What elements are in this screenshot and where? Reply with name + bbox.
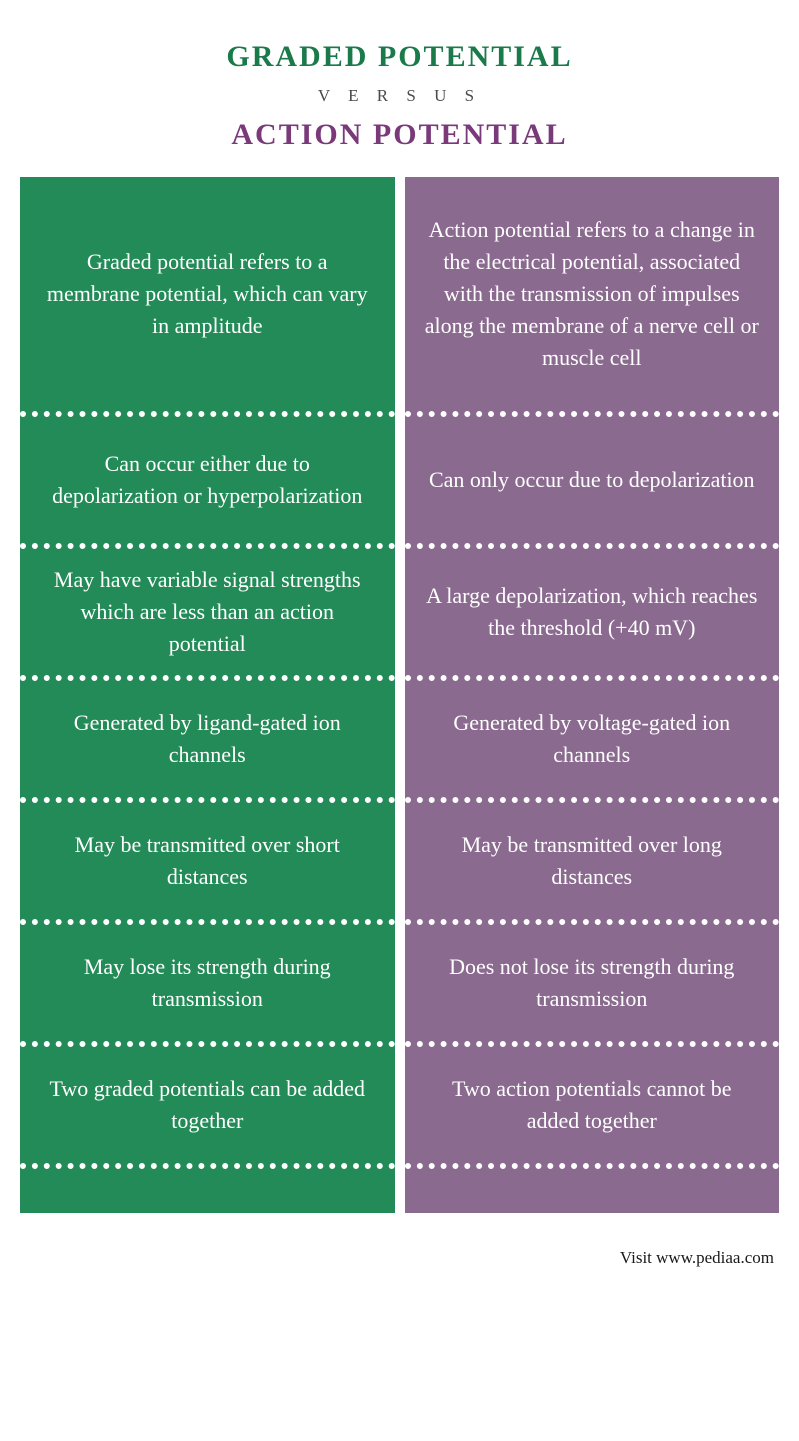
infographic-container: GRADED POTENTIAL V E R S U S ACTION POTE… (0, 0, 799, 1233)
versus-label: V E R S U S (20, 86, 779, 106)
cell-right-0: Action potential refers to a change in t… (405, 177, 780, 417)
cell-right-pad (405, 1169, 780, 1213)
comparison-table: Graded potential refers to a membrane po… (20, 177, 779, 1213)
cell-right-2: A large depolarization, which reaches th… (405, 549, 780, 681)
footer-credit: Visit www.pediaa.com (0, 1233, 799, 1293)
cell-left-5: May lose its strength during transmissio… (20, 925, 395, 1047)
cell-right-4: May be transmitted over long distances (405, 803, 780, 925)
title-graded: GRADED POTENTIAL (20, 40, 779, 74)
cell-left-pad (20, 1169, 395, 1213)
title-action: ACTION POTENTIAL (20, 118, 779, 152)
cell-left-2: May have variable signal strengths which… (20, 549, 395, 681)
column-action: Action potential refers to a change in t… (405, 177, 780, 1213)
cell-right-5: Does not lose its strength during transm… (405, 925, 780, 1047)
cell-left-1: Can occur either due to depolarization o… (20, 417, 395, 549)
cell-left-3: Generated by ligand-gated ion channels (20, 681, 395, 803)
cell-right-1: Can only occur due to depolarization (405, 417, 780, 549)
cell-left-4: May be transmitted over short distances (20, 803, 395, 925)
cell-left-6: Two graded potentials can be added toget… (20, 1047, 395, 1169)
cell-right-3: Generated by voltage-gated ion channels (405, 681, 780, 803)
cell-left-0: Graded potential refers to a membrane po… (20, 177, 395, 417)
header: GRADED POTENTIAL V E R S U S ACTION POTE… (20, 40, 779, 152)
cell-right-6: Two action potentials cannot be added to… (405, 1047, 780, 1169)
column-graded: Graded potential refers to a membrane po… (20, 177, 395, 1213)
